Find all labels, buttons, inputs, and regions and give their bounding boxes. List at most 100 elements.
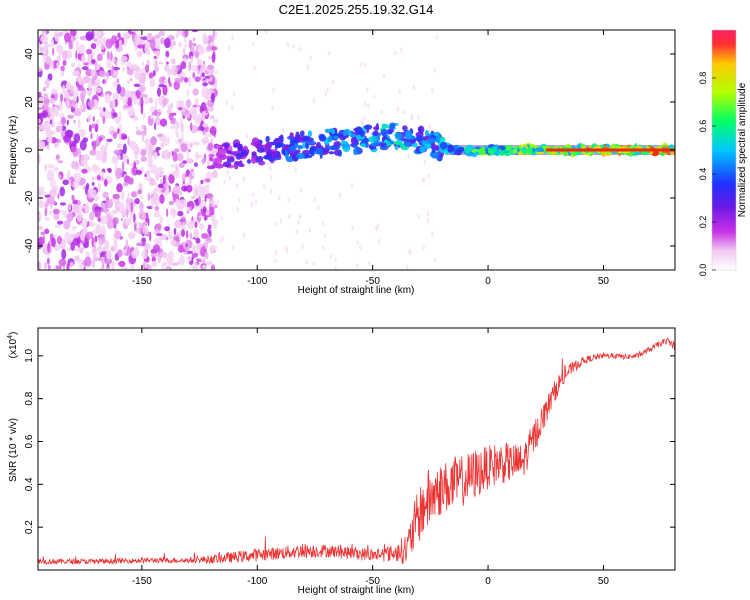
noise-blob [400,47,403,53]
noise-blob [70,85,75,95]
signal-blob [487,148,492,154]
noise-blob [191,30,199,33]
noise-blob [228,175,232,181]
noise-blob [108,168,112,174]
noise-blob [180,143,188,153]
noise-blob [312,260,315,266]
noise-blob [84,256,92,267]
signal-blob [435,135,441,144]
noise-blob [51,237,56,248]
signal-blob [353,148,358,156]
signal-blob [222,161,232,168]
noise-blob [84,203,90,214]
noise-blob [372,30,376,36]
noise-blob [192,104,200,108]
noise-blob [71,180,80,189]
noise-blob [210,92,215,103]
noise-blob [191,252,199,258]
noise-blob [68,138,72,146]
noise-blob [194,262,198,270]
noise-blob [317,205,320,211]
noise-blob [101,51,106,55]
noise-blob [233,91,236,97]
noise-blob [162,98,167,107]
noise-blob [98,37,106,44]
noise-blob [45,78,50,89]
noise-blob [111,155,119,165]
noise-blob [153,211,161,218]
signal-blob [333,136,339,140]
noise-blob [157,113,160,119]
signal-blob [240,150,248,157]
noise-blob [148,264,152,270]
noise-blob [96,53,103,62]
signal-blob [394,133,403,140]
noise-blob [252,192,255,198]
noise-blob [140,195,144,200]
noise-blob [206,193,214,200]
signal-blob [307,130,312,138]
noise-blob [192,88,199,96]
noise-blob [143,125,147,136]
noise-blob [57,192,60,200]
noise-blob [118,130,122,141]
signal-blob [214,163,224,169]
noise-blob [130,77,133,82]
noise-blob [116,143,123,149]
noise-blob [38,67,42,72]
noise-blob [85,251,90,257]
noise-blob [75,50,78,60]
snr-y-axis-label: SNR (10 * v/v) [8,418,19,482]
noise-blob [128,177,134,185]
noise-blob [71,62,75,68]
heatmap-x-axis-label: Height of straight line (km) [298,285,415,296]
noise-blob [126,91,132,97]
noise-blob [126,68,134,76]
colorbar-tick-label: 0.4 [698,168,708,181]
noise-blob [125,217,132,226]
noise-blob [91,247,100,256]
noise-blob [105,242,110,251]
noise-blob [274,258,277,264]
signal-blob [246,159,252,164]
noise-blob [176,153,184,162]
noise-blob [182,172,186,182]
noise-blob [144,243,151,250]
noise-blob [331,80,335,85]
noise-blob [106,213,110,220]
x-tick-label: -150 [132,276,152,287]
noise-blob [165,56,168,60]
noise-blob [66,212,74,222]
noise-blob [82,137,89,143]
noise-blob [220,216,223,222]
noise-blob [49,210,53,216]
signal-blob [373,126,380,131]
noise-blob [71,225,77,231]
noise-blob [93,241,96,248]
noise-blob [147,217,150,227]
noise-blob [125,239,129,251]
noise-blob [156,233,163,237]
noise-blob [141,249,148,260]
noise-blob [54,224,61,228]
noise-blob [202,258,206,264]
noise-blob [113,149,122,155]
snr-y-ticks: 0.2 0.4 0.6 0.8 1.0 [24,348,675,534]
signal-blob [388,131,393,135]
noise-blob [111,199,119,203]
noise-blob [109,199,113,203]
noise-blob [95,223,102,234]
noise-blob [350,183,354,189]
x-tick-label: 50 [598,276,610,287]
noise-blob [168,76,171,85]
noise-blob [119,111,122,123]
noise-blob [102,79,105,84]
noise-blob [153,152,158,160]
noise-blob [190,122,193,132]
noise-blob [368,260,371,266]
noise-blob [40,35,49,43]
noise-blob [189,205,193,212]
noise-blob [139,201,144,212]
noise-blob [106,138,113,142]
noise-blob [80,91,85,102]
